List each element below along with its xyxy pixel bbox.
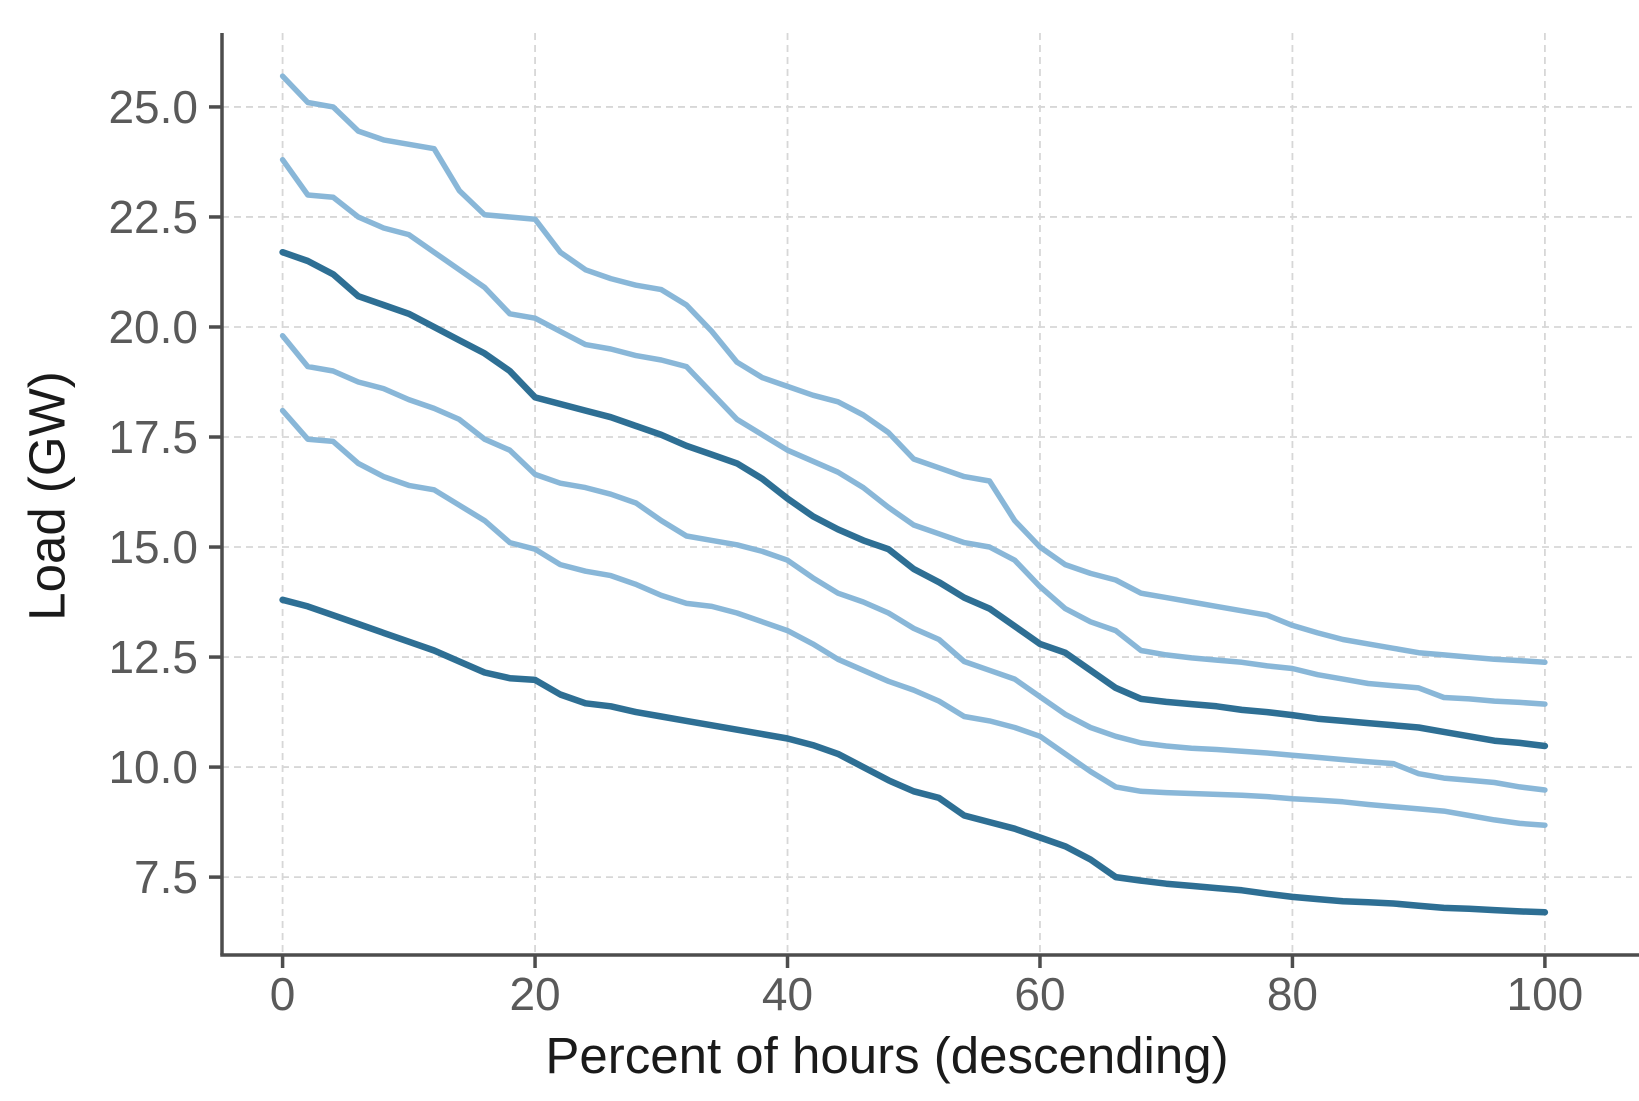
y-tick-label: 15.0 — [108, 521, 198, 573]
x-axis-title: Percent of hours (descending) — [545, 1027, 1229, 1084]
y-tick-label: 12.5 — [108, 631, 198, 683]
series-line-2 — [279, 156, 1548, 707]
y-tick-label: 7.5 — [134, 851, 198, 903]
x-tick-label: 100 — [1507, 968, 1584, 1020]
y-tick-label: 10.0 — [108, 741, 198, 793]
x-tick-label: 40 — [762, 968, 813, 1020]
series-line-1 — [279, 73, 1548, 666]
y-tick-label: 17.5 — [108, 411, 198, 463]
series-line-4 — [279, 333, 1548, 793]
x-tick-label: 0 — [270, 968, 296, 1020]
y-tick-label: 22.5 — [108, 191, 198, 243]
series-line-3 — [279, 248, 1549, 750]
series-line-5 — [279, 407, 1548, 828]
y-tick-label: 20.0 — [108, 301, 198, 353]
x-tick-label: 80 — [1267, 968, 1318, 1020]
x-tick-label: 20 — [509, 968, 560, 1020]
y-tick-label: 25.0 — [108, 81, 198, 133]
series-line-6 — [279, 596, 1549, 916]
x-tick-label: 60 — [1014, 968, 1065, 1020]
y-axis-title: Load (GW) — [18, 371, 76, 621]
